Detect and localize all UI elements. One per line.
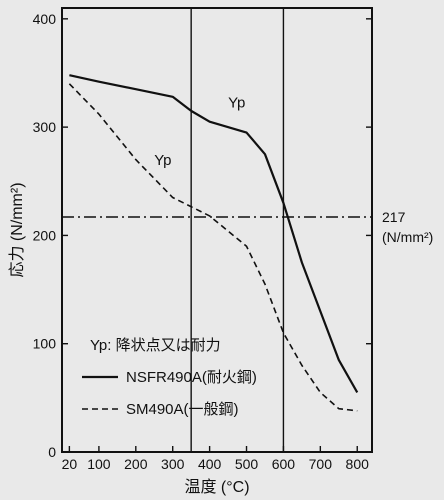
ref-line-value-label: 217	[382, 209, 406, 225]
x-tick-label: 800	[346, 456, 370, 472]
y-tick-label: 0	[48, 444, 56, 460]
x-tick-labels: 20 100 200 300 400 500 600 700 800	[62, 446, 370, 472]
plot-area	[61, 7, 373, 453]
x-axis-title: 温度 (°C)	[184, 478, 249, 496]
x-tick-label: 300	[161, 456, 185, 472]
x-tick-label: 400	[198, 456, 222, 472]
y-tick-label: 100	[33, 336, 57, 352]
y-tick-label: 400	[33, 11, 57, 27]
x-tick-label: 200	[124, 456, 148, 472]
x-tick-label: 700	[309, 456, 333, 472]
y-tick-labels: 0 100 200 300 400	[33, 11, 372, 460]
x-tick-label: 100	[87, 456, 111, 472]
legend-header: Yp: 降状点又は耐力	[90, 337, 221, 354]
x-tick-label: 600	[272, 456, 296, 472]
x-tick-label: 500	[235, 456, 259, 472]
series-line-1	[68, 83, 358, 412]
yp-annotation-1: Yp	[154, 152, 171, 169]
yp-annotation-0: Yp	[228, 95, 245, 112]
y-tick-label: 300	[33, 119, 57, 135]
legend-label-1: SM490A(一般鋼)	[126, 401, 239, 418]
plot-frame	[61, 7, 373, 453]
ref-line-unit-label: (N/mm²)	[382, 229, 433, 245]
y-tick-label: 200	[33, 227, 57, 243]
legend-label-0: NSFR490A(耐火鋼)	[126, 369, 257, 386]
overlay: 217 (N/mm²) 温度 (°C) 応力 (N/mm²) Yp Yp Yp: 降状点又は…	[8, 95, 433, 496]
y-axis-title: 応力 (N/mm²)	[8, 182, 26, 277]
x-tick-label: 20	[62, 456, 78, 472]
